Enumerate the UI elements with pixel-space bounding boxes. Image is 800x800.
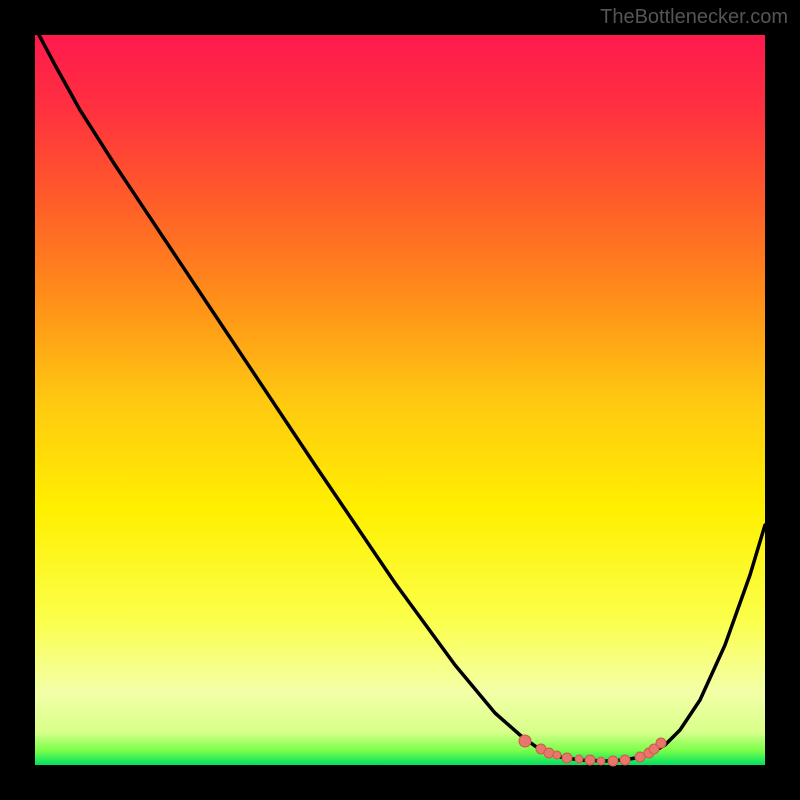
bottleneck-curve <box>39 35 765 761</box>
marker-dot <box>585 755 595 765</box>
marker-dot <box>635 752 645 762</box>
marker-dot <box>656 738 666 748</box>
marker-dot <box>562 753 572 763</box>
marker-dot <box>575 755 583 763</box>
marker-dot <box>620 755 630 765</box>
plot-area <box>35 35 765 765</box>
marker-dot <box>597 757 605 765</box>
marker-dot <box>608 756 618 766</box>
marker-group <box>519 735 666 766</box>
marker-dot <box>553 751 561 759</box>
curve-layer <box>35 35 765 765</box>
watermark-text: TheBottlenecker.com <box>600 6 788 29</box>
marker-dot <box>519 735 531 747</box>
marker-dot <box>544 748 554 758</box>
chart-container: TheBottlenecker.com <box>0 0 800 800</box>
